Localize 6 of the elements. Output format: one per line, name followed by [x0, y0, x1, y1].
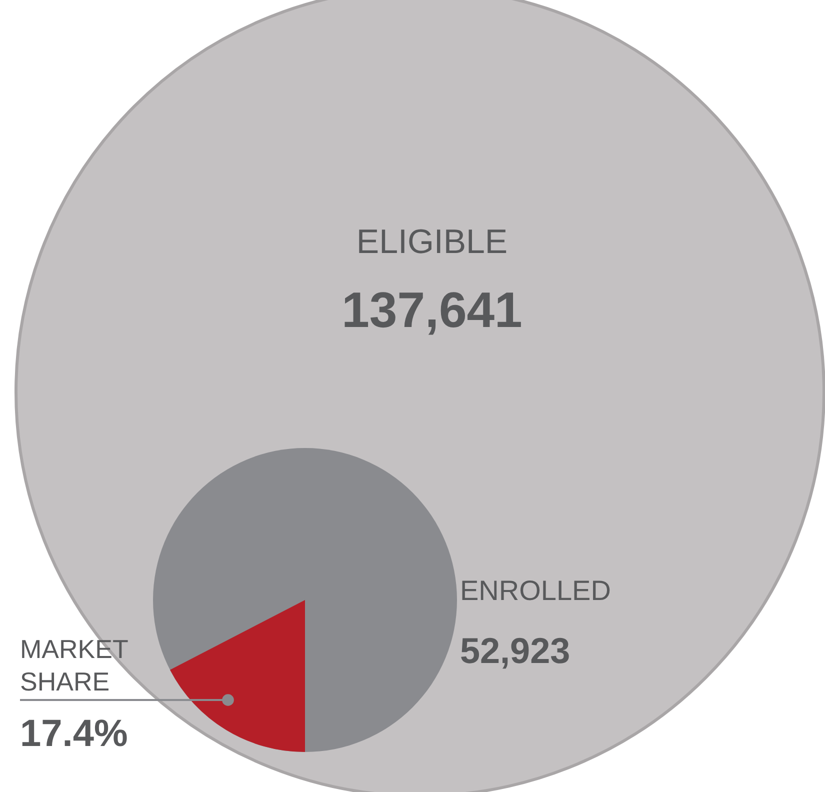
data-label: 17.4%: [20, 713, 128, 755]
data-label: 52,923: [460, 630, 570, 671]
category-label: MARKET SHARE: [20, 634, 128, 696]
data-label: 137,641: [342, 282, 522, 338]
category-label: ENROLLED: [460, 575, 611, 606]
category-label: ELIGIBLE: [356, 223, 508, 261]
